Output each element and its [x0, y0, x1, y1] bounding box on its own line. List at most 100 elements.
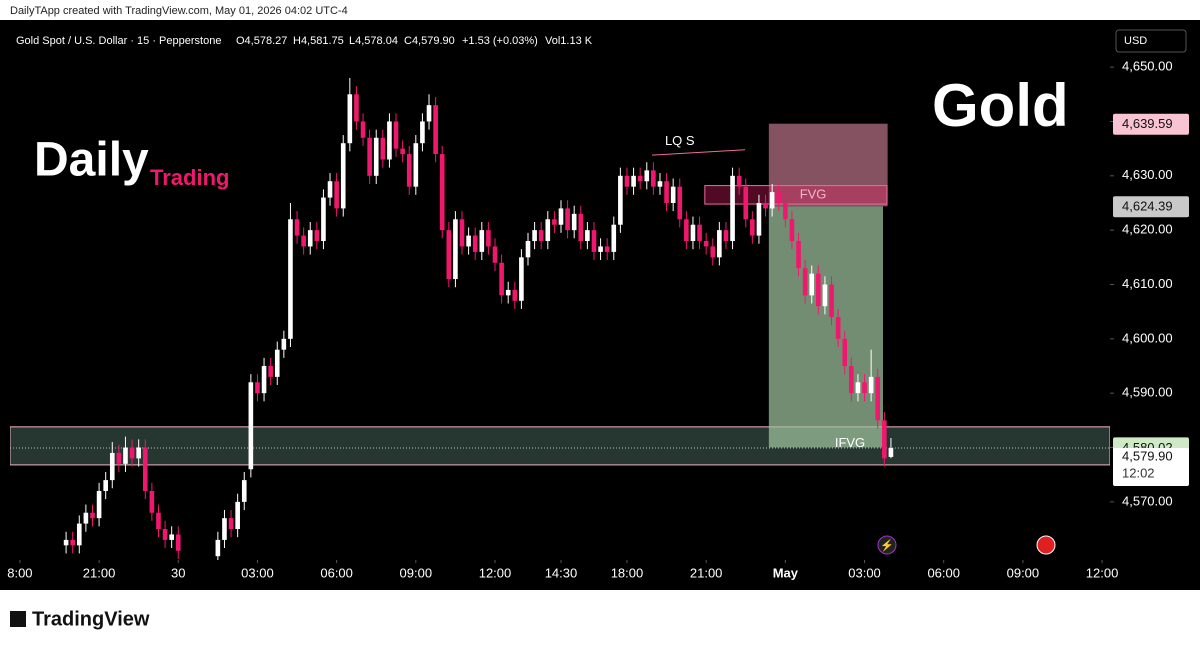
currency-button[interactable] — [1115, 29, 1187, 53]
candle-body — [769, 192, 775, 209]
candle-body — [294, 219, 300, 236]
candle-body — [631, 175, 636, 187]
candle-body — [657, 181, 663, 187]
candle-body — [393, 121, 399, 149]
candle-body — [406, 154, 412, 187]
close-value: C4,579.90 — [404, 35, 455, 47]
y-tick-label: 4,620.00 — [1122, 222, 1173, 237]
candle-body — [360, 121, 366, 138]
x-tick-label: 8:00 — [7, 565, 32, 580]
x-tick-label: 30 — [171, 565, 185, 580]
candle-body — [882, 420, 887, 459]
candle-body — [169, 534, 174, 540]
economic-event-icon[interactable] — [1036, 535, 1056, 555]
candle-body — [400, 148, 405, 155]
x-tick-label: 03:00 — [848, 565, 881, 580]
candle-body — [334, 181, 339, 209]
candle-body — [268, 366, 273, 377]
x-tick-label: 12:00 — [479, 565, 512, 580]
candle-body — [261, 366, 267, 394]
candle-body — [512, 289, 518, 301]
x-tick-label: 12:00 — [1086, 565, 1119, 580]
candle-body — [426, 105, 432, 122]
x-tick-label: 09:00 — [1007, 565, 1040, 580]
candle-body — [651, 170, 656, 187]
candle-body — [697, 224, 702, 242]
low-value: L4,578.04 — [349, 35, 398, 47]
price-label: 4,579.90 — [1122, 448, 1173, 463]
gold-title: Gold — [932, 72, 1069, 139]
candle-body — [380, 137, 386, 160]
candle-body — [314, 230, 320, 242]
candle-body — [710, 246, 716, 258]
candle-body — [538, 230, 544, 242]
x-tick-label: 06:00 — [927, 565, 960, 580]
zone — [768, 206, 884, 448]
candle-body — [717, 230, 722, 258]
candle-body — [446, 230, 452, 280]
candle-body — [519, 257, 524, 301]
zone — [768, 123, 888, 207]
candle-body — [855, 382, 861, 394]
price-label-box — [1113, 196, 1189, 218]
y-tick-label: 4,630.00 — [1122, 167, 1173, 182]
candle-body — [288, 219, 293, 339]
annotation: FVG — [800, 186, 827, 201]
candle-body — [433, 105, 438, 155]
high-value: H4,581.75 — [293, 35, 344, 47]
open-value: O4,578.27 — [236, 35, 287, 47]
currency[interactable]: USD — [1124, 35, 1147, 47]
x-tick-label: 21:00 — [690, 565, 723, 580]
tv-logo-mark — [10, 611, 26, 627]
candle-body — [776, 192, 782, 203]
candle-body — [829, 284, 834, 318]
y-tick-label: 4,600.00 — [1122, 330, 1173, 345]
candle-body — [274, 349, 280, 377]
annotation: LQ S — [665, 133, 695, 148]
candle-body — [129, 447, 135, 459]
symbol: Gold Spot / U.S. Dollar · 15 · Peppersto… — [16, 35, 221, 47]
candle-body — [136, 447, 141, 459]
candle-body — [499, 262, 504, 296]
x-tick-label: 14:30 — [545, 565, 578, 580]
candle-body — [604, 246, 610, 252]
candle-body — [175, 534, 181, 551]
event-icon[interactable] — [877, 535, 897, 555]
zone — [10, 426, 1110, 466]
candle-body — [63, 539, 69, 546]
candle-body — [466, 235, 471, 247]
candle-body — [387, 121, 392, 160]
volume: Vol1.13 K — [545, 35, 593, 47]
candle-body — [611, 224, 617, 252]
candle-body — [875, 376, 881, 421]
candle-body — [552, 219, 557, 225]
candle-body — [525, 241, 531, 258]
x-tick-label: 06:00 — [320, 565, 353, 580]
candle-body — [340, 143, 346, 209]
candle-body — [835, 317, 841, 339]
event-icon-glyph[interactable]: ⚡ — [880, 539, 894, 552]
candle-body — [789, 219, 795, 242]
candle-body — [822, 284, 828, 307]
logo-trading: Trading — [150, 165, 229, 190]
candle-body — [703, 241, 709, 247]
candle-body — [802, 268, 808, 296]
candle-body — [684, 219, 689, 242]
candle-body — [743, 186, 749, 220]
candle-body — [281, 338, 287, 350]
candle-body — [83, 512, 89, 524]
candle-body — [453, 219, 458, 280]
logo-daily: Daily — [34, 134, 149, 187]
x-tick-label: May — [773, 565, 799, 580]
candle-body — [723, 230, 729, 242]
y-tick-label: 4,610.00 — [1122, 276, 1173, 291]
candle-body — [215, 539, 221, 557]
candle-body — [763, 202, 768, 209]
candle-body — [816, 273, 821, 307]
candle-body — [670, 186, 676, 203]
candle-body — [354, 94, 359, 122]
footer-brand: TradingView — [32, 608, 150, 630]
candle-body — [301, 235, 306, 247]
